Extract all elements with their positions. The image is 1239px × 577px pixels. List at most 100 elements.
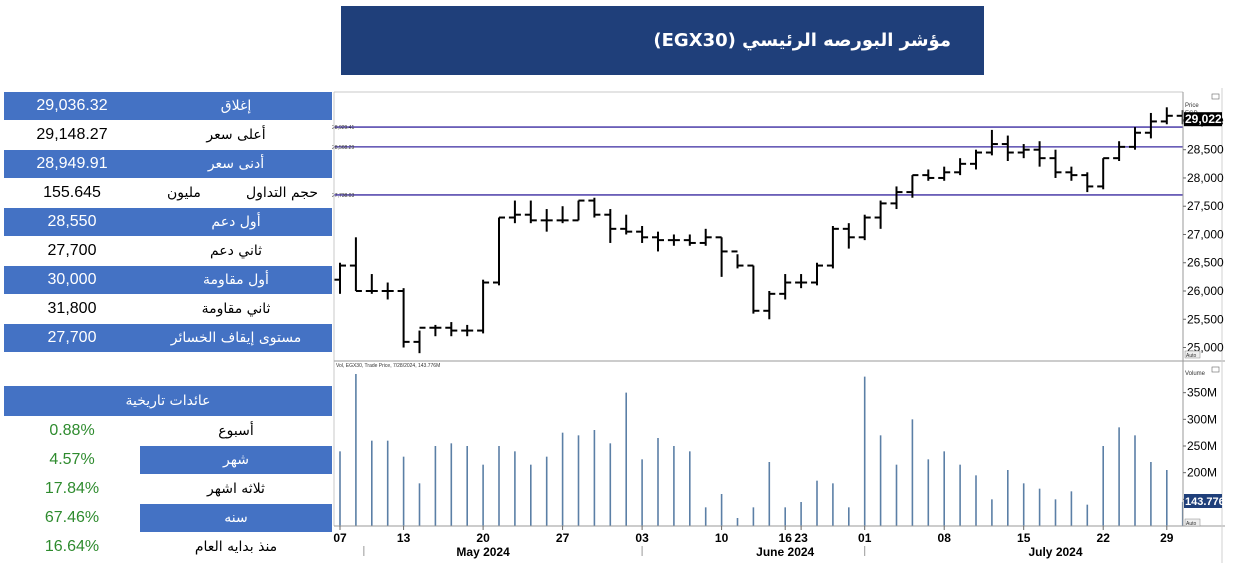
ohlc-bars xyxy=(334,107,1189,354)
volume-unit: مليون xyxy=(167,185,201,201)
time-tick-label: 20 xyxy=(476,531,490,545)
last-price-label: 29,022. xyxy=(1185,112,1225,126)
volume-axis-title: Volume xyxy=(1185,371,1206,377)
page-title: مؤشر البورصه الرئيسي (EGX30) xyxy=(653,30,951,51)
stats-row-high: 29,148.27 أعلى سعر xyxy=(4,121,332,149)
returns-header: عائدات تاريخية xyxy=(4,386,332,416)
level-label: 28,568.29 xyxy=(332,145,354,151)
resistance1-label: أول مقاومة xyxy=(203,272,269,288)
auto-scale-label: Auto xyxy=(1186,521,1197,527)
time-tick-label: 27 xyxy=(556,531,570,545)
high-value: 29,148.27 xyxy=(36,126,108,143)
return-ytd-label-cell: منذ بدايه العام xyxy=(140,533,332,561)
time-tick-label: 16 xyxy=(779,531,793,545)
low-label: أدنى سعر xyxy=(207,156,265,172)
price-tick-label: 28,500 xyxy=(1187,143,1224,157)
return-week-value: 0.88% xyxy=(49,422,95,439)
auto-scale-box xyxy=(1184,350,1201,359)
returns-table: عائدات تاريخية 0.88% أسبوع 4.57% شهر 17.… xyxy=(4,386,332,562)
support1-value: 28,550 xyxy=(47,213,97,230)
resistance2-value: 31,800 xyxy=(47,300,97,317)
return-ytd-label: منذ بدايه العام xyxy=(194,539,278,555)
month-label: May 2024 xyxy=(456,545,510,559)
return-3months-value: 17.84% xyxy=(44,480,100,497)
price-axis-title: Price xyxy=(1185,103,1199,109)
price-tick-label: 27,000 xyxy=(1187,227,1224,241)
stats-row-stoploss: 27,700 مستوى إيقاف الخسائر xyxy=(4,324,332,352)
price-tick-label: 28,000 xyxy=(1187,171,1224,185)
price-tick-label: 25,500 xyxy=(1187,312,1224,326)
time-tick-label: 03 xyxy=(635,531,649,545)
return-ytd-value: 16.64% xyxy=(44,538,100,555)
time-tick-label: 22 xyxy=(1097,531,1111,545)
support2-label: ثاني دعم xyxy=(209,243,263,259)
volume-value: 155.645 xyxy=(43,184,101,201)
time-tick-label: 13 xyxy=(397,531,411,545)
volume-tick-label: 350M xyxy=(1187,386,1217,400)
time-tick-label: 10 xyxy=(715,531,729,545)
return-week-label-cell: أسبوع xyxy=(140,417,332,445)
support1-label: أول دعم xyxy=(211,214,261,230)
return-3months-label-cell: ثلاثه اشهر xyxy=(140,475,332,503)
stats-table: 29,036.32 إغلاق 29,148.27 أعلى سعر 28,94… xyxy=(4,92,332,353)
returns-row-week: 0.88% أسبوع xyxy=(4,417,332,445)
stoploss-value: 27,700 xyxy=(47,329,97,346)
stats-row-close: 29,036.32 إغلاق xyxy=(4,92,332,120)
pane-options-icon xyxy=(1211,93,1220,100)
chart-axes: PriceEGP29,00028,50028,00027,50027,00026… xyxy=(333,88,1227,563)
close-label: إغلاق xyxy=(220,98,252,114)
stats-row-resistance2: 31,800 ثاني مقاومة xyxy=(4,295,332,323)
stats-row-resistance1: 30,000 أول مقاومة xyxy=(4,266,332,294)
month-label: July 2024 xyxy=(1028,545,1082,559)
return-year-label-cell: سنه xyxy=(140,504,332,532)
level-lines: 28,929.41 28,568.29 27,738.03 xyxy=(332,125,1183,199)
return-week-label: أسبوع xyxy=(218,423,254,439)
return-month-label: شهر xyxy=(223,452,249,468)
time-tick-label: 08 xyxy=(938,531,952,545)
stats-row-support1: 28,550 أول دعم xyxy=(4,208,332,236)
level-label: 27,738.03 xyxy=(332,193,354,199)
return-month-value: 4.57% xyxy=(49,451,95,468)
volume-tick-label: 200M xyxy=(1187,466,1217,480)
price-tick-label: 26,500 xyxy=(1187,256,1224,270)
auto-scale-label: Auto xyxy=(1186,353,1197,359)
close-value: 29,036.32 xyxy=(36,97,108,114)
volume-tick-label: 250M xyxy=(1187,439,1217,453)
pane-options-icon xyxy=(1211,366,1220,373)
level-label: 28,929.41 xyxy=(332,125,354,131)
time-tick-label: 15 xyxy=(1017,531,1031,545)
returns-row-month: 4.57% شهر xyxy=(4,446,332,474)
support2-value: 27,700 xyxy=(47,242,97,259)
time-tick-label: 29 xyxy=(1160,531,1174,545)
return-month-label-cell: شهر xyxy=(140,446,332,474)
return-year-label: سنه xyxy=(224,510,248,526)
price-tick-label: 27,500 xyxy=(1187,199,1224,213)
resistance1-value: 30,000 xyxy=(47,271,97,288)
title-banner: مؤشر البورصه الرئيسي (EGX30) xyxy=(341,6,984,75)
chart-background xyxy=(332,88,1227,568)
stats-row-support2: 27,700 ثاني دعم xyxy=(4,237,332,265)
volume-tick-label: 300M xyxy=(1187,412,1217,426)
time-tick-label: 23 xyxy=(794,531,808,545)
resistance2-label: ثاني مقاومة xyxy=(201,301,271,317)
volume-pane-title: Vol, EGX30, Trade Price, 7/28/2024, 143.… xyxy=(336,363,440,369)
time-tick-label: 07 xyxy=(333,531,347,545)
return-year-value: 67.46% xyxy=(44,509,100,526)
volume-label: حجم التداول xyxy=(245,185,318,201)
returns-row-ytd: 16.64% منذ بدايه العام xyxy=(4,533,332,561)
last-volume-box xyxy=(1184,494,1222,508)
high-label: أعلى سعر xyxy=(206,127,266,143)
stats-row-low: 28,949.91 أدنى سعر xyxy=(4,150,332,178)
time-tick-label: 01 xyxy=(858,531,872,545)
returns-row-year: 67.46% سنه xyxy=(4,504,332,532)
last-volume-label: 143.776M xyxy=(1185,496,1227,508)
last-price-box xyxy=(1184,112,1222,127)
return-3months-label: ثلاثه اشهر xyxy=(207,481,265,497)
returns-row-3months: 17.84% ثلاثه اشهر xyxy=(4,475,332,503)
low-value: 28,949.91 xyxy=(36,155,108,172)
stats-row-volume: 155.645 مليون حجم التداول xyxy=(4,179,332,207)
stoploss-label: مستوى إيقاف الخسائر xyxy=(170,330,302,346)
auto-scale-box xyxy=(1184,518,1201,527)
month-label: June 2024 xyxy=(756,545,814,559)
